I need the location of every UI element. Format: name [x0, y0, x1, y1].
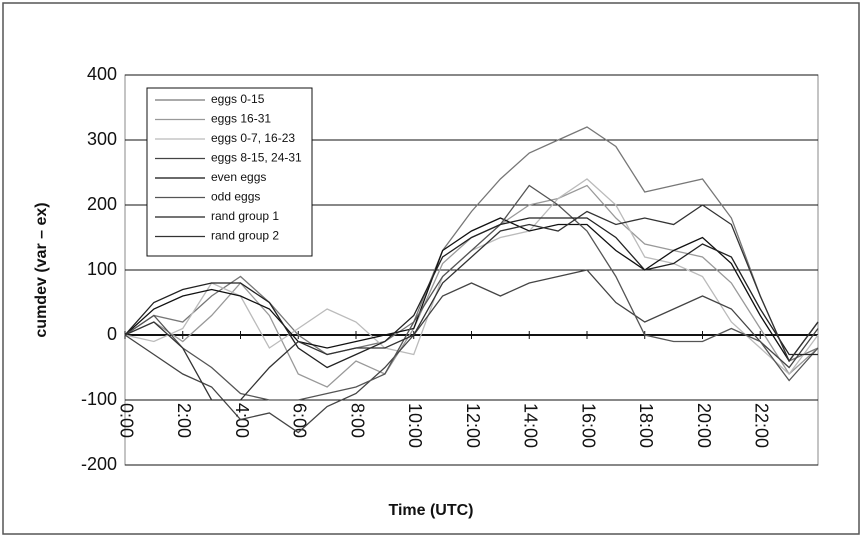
- y-tick-label: 100: [87, 259, 117, 279]
- legend-label: eggs 0-15: [211, 92, 265, 106]
- x-axis-label: Time (UTC): [388, 502, 473, 519]
- series-line: [124, 184, 819, 401]
- legend-label: eggs 16-31: [211, 112, 271, 126]
- x-tick-label: 8:00: [347, 403, 367, 438]
- x-tick-label: 0:00: [116, 403, 136, 438]
- x-tick-label: 2:00: [174, 403, 194, 438]
- x-tick-label: 14:00: [521, 403, 541, 448]
- y-axis-label: cumdev (var – ex): [33, 202, 50, 337]
- x-tick-label: 6:00: [290, 403, 310, 438]
- series-line: [124, 204, 819, 401]
- legend-label: eggs 8-15, 24-31: [211, 151, 302, 165]
- series-line: [124, 269, 819, 434]
- legend-label: eggs 0-7, 16-23: [211, 131, 295, 145]
- x-tick-label: 20:00: [694, 403, 714, 448]
- x-tick-label: 12:00: [463, 403, 483, 448]
- x-tick-label: 16:00: [578, 403, 598, 448]
- y-tick-label: -100: [81, 389, 117, 409]
- x-tick-label: 22:00: [752, 403, 772, 448]
- legend-box: [146, 87, 313, 257]
- y-tick-label: 300: [87, 129, 117, 149]
- y-tick-label: 400: [87, 64, 117, 84]
- x-tick-label: 4:00: [232, 403, 252, 438]
- legend-label: even eggs: [211, 170, 266, 184]
- y-tick-label: -200: [81, 454, 117, 474]
- legend-label: rand group 2: [211, 229, 279, 243]
- x-tick-label: 18:00: [636, 403, 656, 448]
- y-tick-label: 200: [87, 194, 117, 214]
- series-line: [124, 217, 818, 369]
- series-line: [124, 126, 819, 362]
- x-tick-label: 10:00: [405, 403, 425, 448]
- legend-label: odd eggs: [211, 190, 260, 204]
- legend-label: rand group 1: [211, 209, 279, 223]
- y-tick-label: 0: [107, 324, 117, 344]
- series-line: [124, 217, 819, 363]
